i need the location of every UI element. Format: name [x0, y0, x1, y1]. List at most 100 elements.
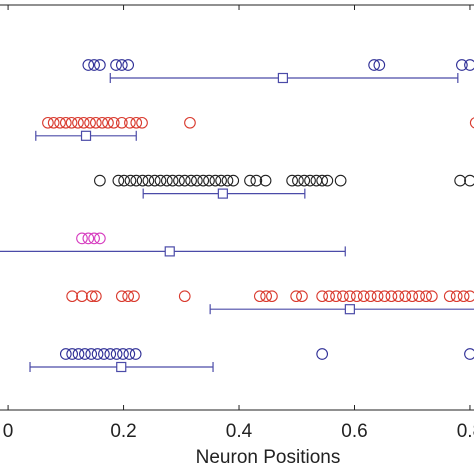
neuron-marker	[221, 174, 234, 187]
neuron-marker	[357, 290, 370, 303]
neuron-marker	[94, 174, 106, 187]
neuron-marker	[178, 174, 191, 187]
neuron-marker	[426, 290, 438, 303]
neuron-marker	[334, 174, 347, 187]
neuron-marker	[72, 348, 85, 360]
neuron-marker	[118, 174, 130, 187]
x-tick-label: 0.6	[341, 421, 367, 442]
neuron-marker	[178, 290, 191, 303]
neuron-marker	[94, 59, 106, 71]
neuron-marker	[184, 116, 196, 129]
neuron-marker	[173, 174, 185, 187]
neuron-marker	[129, 348, 142, 360]
neuron-marker	[77, 116, 90, 129]
mean-marker	[277, 72, 288, 84]
neuron-marker	[76, 232, 88, 245]
neuron-marker	[260, 290, 273, 303]
neuron-marker	[154, 174, 167, 187]
neuron-marker	[122, 59, 135, 71]
neuron-marker	[115, 116, 128, 129]
neuron-marker	[136, 116, 148, 129]
neuron-marker	[112, 174, 125, 187]
neuron-marker	[115, 290, 128, 303]
neuron-marker	[115, 59, 128, 71]
neuron-marker	[47, 116, 60, 129]
mean-marker	[217, 188, 228, 199]
neuron-marker	[128, 290, 140, 303]
neuron-marker	[215, 174, 227, 187]
neuron-marker	[330, 290, 342, 303]
neuron-marker	[337, 290, 349, 303]
neuron-marker	[368, 59, 380, 71]
x-tick-label: 0.4	[226, 421, 253, 442]
neuron-marker	[85, 290, 98, 303]
neuron-marker	[79, 348, 91, 360]
neuron-marker	[292, 174, 304, 187]
neuron-marker	[117, 348, 129, 360]
mean-marker	[344, 304, 355, 315]
x-axis-label: Neuron Positions	[196, 447, 341, 468]
neuron-marker	[89, 116, 102, 129]
neuron-marker	[66, 348, 79, 360]
neuron-marker	[82, 232, 95, 245]
neuron-marker	[290, 290, 303, 303]
neuron-marker	[66, 290, 79, 303]
neuron-marker	[464, 290, 474, 303]
neuron-marker	[209, 174, 222, 187]
neuron-marker	[110, 348, 123, 360]
neuron-marker	[469, 117, 474, 129]
neuron-marker	[371, 290, 384, 303]
neuron-marker	[89, 290, 102, 303]
neuron-marker	[88, 232, 100, 245]
neuron-marker	[350, 290, 363, 303]
neuron-marker	[344, 290, 356, 303]
neuron-marker	[136, 174, 149, 187]
neuron-marker	[102, 116, 114, 129]
neuron-marker	[321, 174, 334, 187]
neuron-marker	[59, 116, 72, 129]
neuron-marker	[166, 174, 179, 187]
neuron-marker	[76, 290, 88, 303]
neuron-marker	[124, 116, 136, 129]
neuron-marker	[244, 174, 256, 187]
neuron-marker	[266, 290, 278, 303]
neuron-marker	[316, 348, 329, 360]
neuron-marker	[85, 348, 98, 360]
neuron-marker	[464, 59, 474, 71]
neuron-marker	[250, 174, 263, 187]
neuron-marker	[385, 290, 398, 303]
neuron-marker	[227, 174, 240, 187]
neuron-marker	[104, 348, 117, 360]
neuron-marker	[148, 174, 161, 187]
neuron-marker	[98, 348, 110, 360]
neuron-marker	[197, 174, 210, 187]
neuron-marker	[253, 290, 266, 303]
neuron-marker	[59, 348, 72, 360]
neuron-marker	[420, 290, 432, 303]
neuron-marker	[464, 348, 474, 360]
neuron-marker	[161, 174, 173, 187]
neuron-marker	[286, 174, 298, 187]
neuron-marker	[316, 290, 329, 303]
neuron-marker	[142, 174, 155, 187]
neuron-marker	[123, 348, 136, 360]
neuron-marker	[91, 348, 104, 360]
mean-marker	[116, 361, 127, 373]
mean-marker	[80, 130, 92, 141]
neuron-marker	[203, 174, 215, 187]
neuron-marker	[323, 290, 335, 303]
neuron-marker	[54, 116, 66, 129]
neuron-marker	[296, 290, 308, 303]
neuron-marker	[130, 116, 143, 129]
neuron-marker	[191, 174, 203, 187]
neuron-marker	[185, 174, 197, 187]
neuron-marker	[456, 59, 468, 71]
x-tick-label: 0.8	[457, 421, 474, 442]
neuron-marker	[88, 59, 100, 71]
neuron-marker	[373, 59, 386, 71]
neuron-marker	[399, 290, 412, 303]
neuron-marker	[130, 174, 143, 187]
neuron-marker	[443, 290, 456, 303]
neuron-marker	[259, 174, 272, 187]
